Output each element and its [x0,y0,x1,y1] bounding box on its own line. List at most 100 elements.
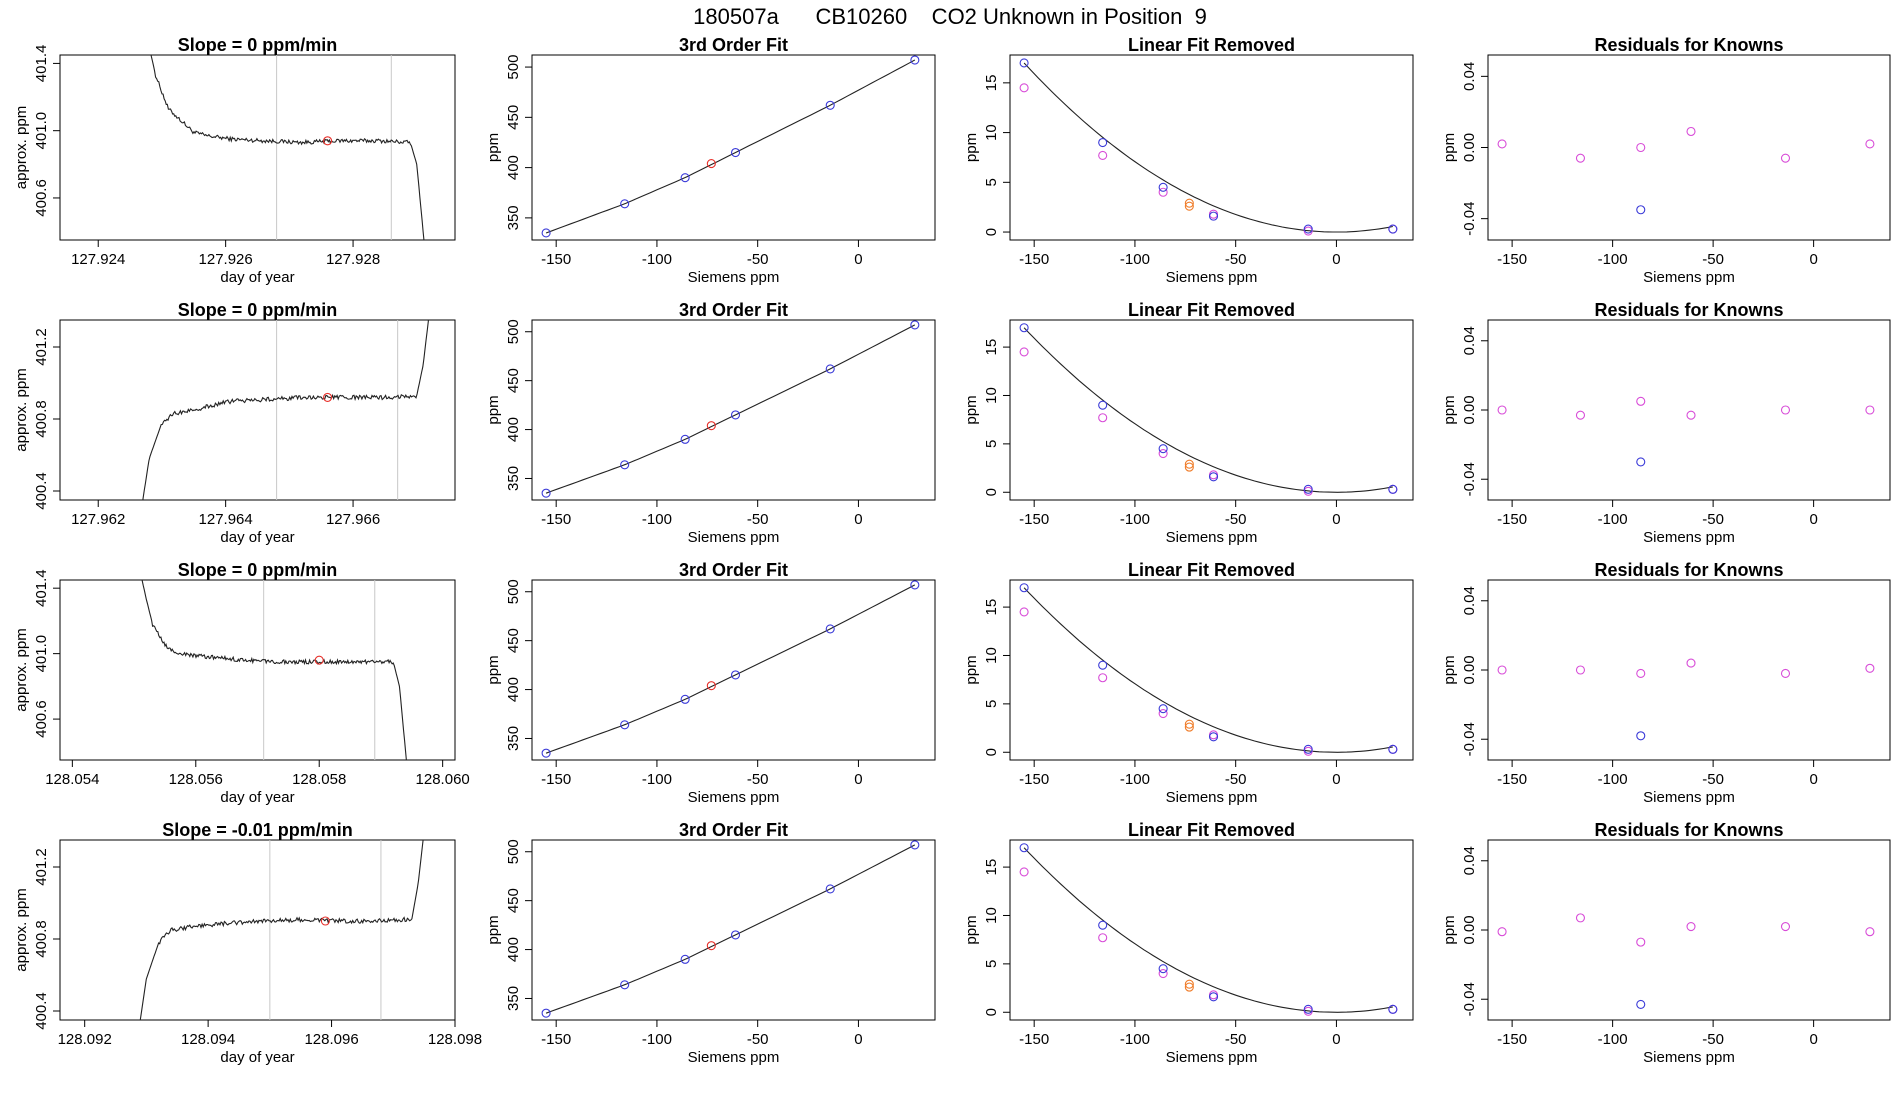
x-tick-label: -100 [1120,1031,1150,1048]
x-axis-label: Siemens ppm [688,1049,780,1066]
x-tick-label: 0 [854,771,862,788]
x-tick-label: -150 [1497,511,1527,528]
y-tick-label: 450 [505,368,522,393]
x-tick-label: 0 [1332,251,1340,268]
y-tick-label: 400.6 [33,700,50,738]
y-tick-label: 450 [505,888,522,913]
y-tick-label: 350 [505,986,522,1011]
plot-frame [1487,54,1891,241]
known-point-measured [1208,209,1219,219]
residual-point-blue [1636,999,1646,1009]
unknown-mean-point [320,916,330,926]
y-axis-label: ppm [485,915,502,944]
known-point [825,884,835,894]
known-point-measured [1208,730,1219,740]
panel-title: 3rd Order Fit [679,560,788,580]
x-axis-label: Siemens ppm [1166,789,1258,806]
unknown-mean-point [314,655,324,665]
x-axis-label: Siemens ppm [688,269,780,286]
plot-frame [59,319,456,501]
residual-point [1636,668,1646,679]
plot-frame [1487,579,1891,761]
y-tick-label: 0 [983,1008,1000,1016]
y-axis-label: ppm [963,915,980,944]
y-tick-label: 400 [505,937,522,962]
y-tick-label: 401.4 [33,569,50,607]
x-tick-label: 127.966 [326,511,380,528]
y-tick-label: 0.04 [1461,586,1478,615]
linear-fit-removed-panel: Linear Fit Removed -150 -100 -50 0 Siemens pp… [963,560,1414,806]
known-point [825,364,835,374]
known-point-fit [1019,323,1029,333]
x-axis-label: Siemens ppm [688,529,780,546]
y-tick-label: 401.2 [33,848,50,886]
x-tick-label: -150 [1019,771,1049,788]
y-tick-label: -0.04 [1461,202,1478,236]
known-point-measured [1208,990,1219,1000]
y-axis-label: ppm [1441,655,1458,684]
y-axis-label: ppm [1441,915,1458,944]
y-tick-label: 10 [983,647,1000,664]
residual-point [1575,913,1586,923]
quadratic-curve [1023,587,1393,753]
fit-curve [545,844,916,1014]
unknown-point [1184,719,1194,729]
y-tick-label: 500 [505,55,522,80]
panel-title: Linear Fit Removed [1128,35,1295,55]
y-tick-label: 400 [505,417,522,442]
residuals-panel: Residuals for Knowns -150 -100 -50 0 Siemens … [1441,820,1891,1066]
unknown-point [1184,459,1194,469]
x-axis-label: Siemens ppm [1166,529,1258,546]
x-tick-label: -100 [642,1031,672,1048]
panel-title: Slope = 0 ppm/min [178,560,338,580]
known-point-fit [1208,211,1219,221]
known-point [680,954,690,964]
y-tick-label: 400.4 [33,992,50,1030]
x-tick-label: -50 [1702,511,1724,528]
quadratic-curve [1023,327,1393,493]
plot-frame [59,54,456,241]
y-tick-label: 0.00 [1461,655,1478,684]
unknown-point [1184,198,1194,208]
x-tick-label: -150 [1019,251,1049,268]
known-point-fit [1388,224,1398,234]
known-point [541,228,551,238]
known-point [730,930,741,940]
y-axis-label: ppm [485,655,502,684]
known-point-measured [1019,607,1029,617]
x-tick-label: 128.092 [58,1031,112,1048]
plot-frame [1009,54,1414,241]
known-point-fit [1208,732,1219,742]
x-tick-label: -150 [541,511,571,528]
x-tick-label: -100 [1120,771,1150,788]
fit-curve [545,59,916,234]
known-point [825,624,835,634]
residual-point-blue [1636,457,1646,467]
y-tick-label: 0.00 [1461,915,1478,944]
known-point-fit [1388,1004,1398,1014]
known-point-fit [1303,484,1313,494]
y-tick-label: 0.04 [1461,846,1478,875]
residuals-panel: Residuals for Knowns -150 -100 -50 0 Siemens … [1441,300,1891,546]
panel-title: 3rd Order Fit [679,300,788,320]
y-tick-label: 15 [983,75,1000,92]
residual-point [1686,410,1696,420]
panel-title: Slope = 0 ppm/min [178,35,338,55]
y-tick-label: 400 [505,677,522,702]
residual-point [1636,142,1646,153]
x-tick-label: -100 [642,511,672,528]
y-tick-label: 15 [983,859,1000,876]
linear-fit-removed-panel: Linear Fit Removed -150 -100 -50 0 Siemens pp… [963,820,1414,1066]
y-tick-label: 10 [983,387,1000,404]
residual-point [1865,663,1875,673]
y-tick-label: 0 [983,228,1000,236]
panel-title: Slope = -0.01 ppm/min [162,820,353,840]
x-tick-label: -50 [747,251,769,268]
known-point [730,410,741,420]
x-tick-label: 0 [854,511,862,528]
known-point-measured [1019,347,1029,357]
x-tick-label: -150 [1497,771,1527,788]
fit-curve [545,584,916,754]
y-tick-label: 10 [983,124,1000,141]
residual-point [1686,921,1696,932]
